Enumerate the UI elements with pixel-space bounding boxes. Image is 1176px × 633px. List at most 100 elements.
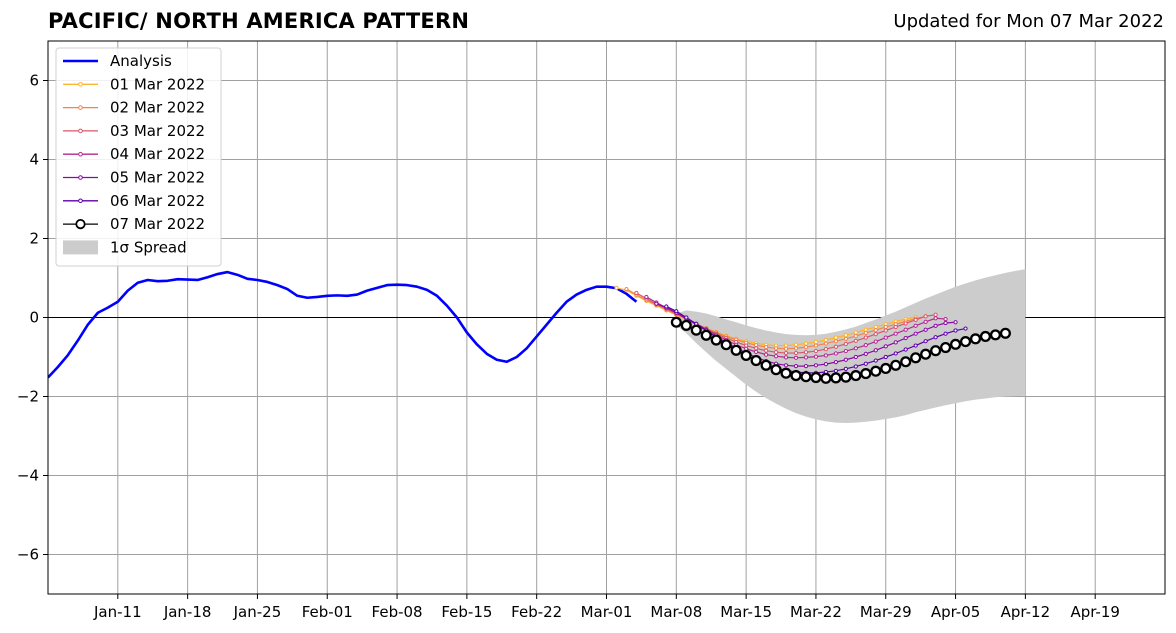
x-tick-label: Jan-18: [163, 603, 212, 621]
forecast-point: [833, 335, 838, 340]
forecast-point: [833, 351, 838, 356]
forecast-series: [670, 316, 1011, 384]
forecast-point: [783, 350, 789, 356]
legend-series-label: 02 Mar 2022: [110, 99, 205, 117]
forecast-point: [700, 329, 712, 341]
forecast-point: [823, 347, 829, 352]
forecast-point: [763, 352, 769, 357]
forecast-point: [890, 359, 902, 371]
forecast-point: [793, 350, 799, 356]
forecast-point: [763, 348, 769, 353]
forecast-point: [873, 331, 878, 337]
forecast-point: [793, 342, 799, 347]
forecast-point: [850, 370, 862, 382]
forecast-point: [883, 344, 888, 349]
forecast-point: [773, 346, 779, 351]
forecast-point: [740, 349, 752, 361]
forecast-point: [953, 320, 958, 325]
forecast-point: [793, 355, 799, 360]
forecast-point: [833, 360, 838, 365]
forecast-point: [893, 331, 898, 336]
x-tick-label: Feb-01: [302, 603, 353, 621]
forecast-point: [823, 337, 829, 343]
forecast-point: [813, 348, 819, 354]
chart-title: PACIFIC/ NORTH AMERICA PATTERN: [48, 9, 470, 33]
forecast-point: [803, 345, 809, 350]
forecast-point: [903, 321, 908, 326]
legend-spread-swatch: [63, 240, 98, 255]
x-tick-label: Mar-29: [860, 603, 912, 621]
forecast-point: [783, 363, 789, 368]
legend: Analysis 01 Mar 2022 02 Mar 2022 03 Mar 202…: [55, 47, 222, 267]
legend-series-label: 04 Mar 2022: [110, 145, 205, 163]
legend-series-marker: [78, 128, 83, 134]
x-tick-label: Feb-08: [372, 603, 423, 621]
forecast-point: [833, 339, 838, 344]
x-tick-label: Jan-25: [233, 603, 282, 621]
forecast-point: [684, 315, 689, 320]
forecast-point: [913, 343, 918, 348]
chart-subtitle: Updated for Mon 07 Mar 2022: [893, 11, 1164, 32]
y-tick-label: 4: [29, 151, 39, 169]
forecast-point: [680, 319, 692, 331]
forecast-point: [943, 316, 948, 322]
forecast-point: [853, 333, 858, 339]
forecast-point: [923, 327, 928, 332]
forecast-point: [843, 348, 848, 354]
forecast-point: [923, 319, 928, 324]
forecast-point: [969, 333, 982, 345]
forecast-point: [900, 356, 912, 368]
forecast-point: [760, 359, 772, 371]
forecast-point: [644, 294, 649, 300]
forecast-point: [770, 364, 782, 376]
forecast-point: [923, 339, 928, 344]
forecast-point: [813, 343, 819, 348]
forecast-point: [853, 364, 858, 369]
forecast-point: [810, 371, 822, 384]
forecast-point: [953, 328, 958, 333]
x-tick-label: Mar-08: [650, 603, 702, 621]
forecast-point: [903, 327, 908, 332]
forecast-point: [933, 312, 938, 317]
x-tick-label: Apr-19: [1070, 603, 1120, 621]
forecast-point: [893, 351, 898, 356]
forecast-point: [853, 354, 858, 360]
forecast-point: [933, 335, 938, 340]
forecast-point: [793, 363, 799, 369]
legend-series-label: 05 Mar 2022: [110, 169, 205, 187]
x-tick-label: Mar-01: [581, 603, 633, 621]
forecast-point: [813, 354, 819, 359]
x-tick-label: Apr-05: [931, 603, 981, 621]
forecast-point: [830, 372, 842, 384]
legend-box: [55, 47, 222, 267]
legend-series-marker: [78, 198, 83, 204]
forecast-point: [823, 341, 829, 346]
spread-area: [676, 269, 1026, 423]
forecast-point: [853, 346, 858, 351]
forecast-point: [880, 362, 892, 375]
forecast-point: [863, 343, 868, 348]
legend-series-marker: [78, 105, 83, 110]
forecast-point: [833, 368, 838, 373]
forecast-point: [863, 330, 868, 336]
forecast-point: [634, 290, 639, 296]
forecast-point: [773, 354, 779, 359]
forecast-point: [833, 344, 838, 349]
legend-series-label: 03 Mar 2022: [110, 122, 205, 140]
forecast-point: [813, 363, 819, 368]
forecast-point: [783, 355, 789, 360]
legend-series-label: 01 Mar 2022: [110, 75, 205, 93]
legend-series-marker: [75, 219, 86, 230]
forecast-point: [873, 339, 878, 344]
forecast-point: [803, 350, 809, 355]
forecast-point: [843, 357, 848, 362]
forecast-point: [710, 334, 722, 346]
x-tick-label: Mar-15: [720, 603, 772, 621]
x-tick-label: Jan-11: [93, 603, 142, 621]
forecast-point: [883, 354, 888, 360]
x-tick-label: Mar-22: [790, 603, 842, 621]
y-tick-label: 6: [29, 72, 39, 90]
forecast-point: [943, 320, 948, 326]
forecast-point: [913, 323, 918, 328]
